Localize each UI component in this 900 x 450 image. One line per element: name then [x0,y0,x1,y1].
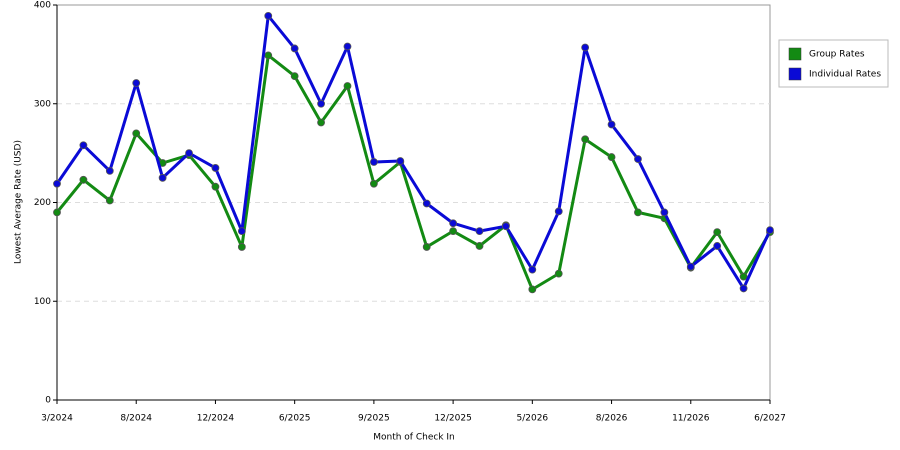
point [581,135,590,144]
point [79,141,88,150]
point [53,179,61,188]
point [264,51,273,60]
point [528,285,537,294]
x-tick-label: 12/2024 [197,414,235,424]
y-axis-label: Lowest Average Rate (USD) [14,140,24,264]
y-tick-label: 400 [34,1,51,11]
point [53,208,61,217]
point [237,243,246,251]
point [634,208,642,217]
x-tick-label: 3/2024 [41,414,73,424]
point [264,11,273,20]
point [475,227,484,236]
y-tick-label: 300 [34,99,51,109]
point [528,265,537,274]
point [211,164,220,172]
x-tick-label: 9/2025 [358,414,390,424]
point [79,175,88,184]
point [396,157,405,165]
point [158,173,167,182]
point [739,272,748,281]
point [369,179,378,188]
point [343,82,352,90]
point [502,222,510,231]
y-tick-label: 0 [45,396,51,406]
y-tick-label: 100 [34,297,51,307]
legend-label: Group Rates [809,50,865,60]
point [634,155,642,163]
legend-swatch [788,67,802,81]
x-tick-label: 5/2026 [516,414,548,424]
point [766,226,774,235]
point [317,118,325,127]
point [607,153,616,161]
point [581,43,590,52]
point [449,227,458,236]
x-tick-label: 6/2025 [279,414,311,424]
point [739,284,748,293]
point [369,158,378,166]
point [713,242,722,250]
point [211,182,220,191]
point [132,129,141,138]
point [132,79,141,87]
point [422,199,431,208]
x-tick-label: 6/2027 [754,414,786,424]
x-tick-label: 8/2026 [596,414,628,424]
x-tick-label: 12/2025 [434,414,471,424]
point [554,207,563,216]
point [185,149,193,158]
point [237,227,246,236]
legend-swatch [788,47,802,61]
point [686,262,695,271]
point [105,196,114,205]
legend-label: Individual Rates [809,70,881,80]
point [660,208,669,217]
point [290,44,299,53]
y-tick-label: 200 [34,198,51,208]
point [449,219,458,228]
point [290,72,299,80]
point [105,166,114,175]
point [422,243,431,251]
point [607,120,616,129]
x-tick-label: 11/2026 [672,414,710,424]
point [343,42,352,51]
point [713,228,722,237]
point [317,99,325,108]
x-axis-label: Month of Check In [373,433,455,443]
point [554,269,563,278]
x-tick-label: 8/2024 [120,414,152,424]
series-line [55,53,772,291]
series-line [55,14,772,290]
point [475,242,484,250]
